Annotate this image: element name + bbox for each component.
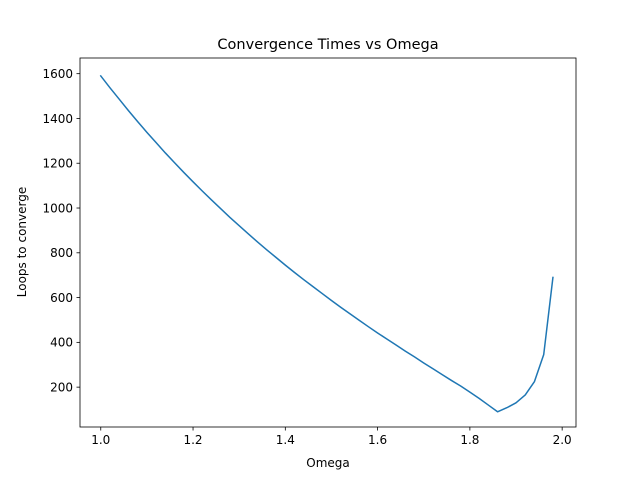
x-tick-label: 2.0 bbox=[553, 433, 572, 447]
y-tick-label: 1200 bbox=[42, 157, 73, 171]
x-axis-ticks: 1.0 1.2 1.4 1.6 1.8 2.0 bbox=[91, 427, 572, 447]
y-tick-label: 200 bbox=[50, 380, 73, 394]
x-tick-label: 1.6 bbox=[368, 433, 387, 447]
series-layer bbox=[99, 74, 554, 413]
y-axis-label: Loops to converge bbox=[15, 187, 29, 297]
x-axis-label: Omega bbox=[306, 456, 350, 470]
x-tick-label: 1.2 bbox=[183, 433, 202, 447]
plot-area bbox=[80, 58, 576, 427]
x-tick-label: 1.4 bbox=[276, 433, 295, 447]
y-tick-label: 1600 bbox=[42, 67, 73, 81]
y-tick-label: 400 bbox=[50, 336, 73, 350]
y-axis-ticks: 200 400 600 800 1000 1200 1400 1600 bbox=[42, 67, 80, 394]
x-tick-label: 1.8 bbox=[460, 433, 479, 447]
x-tick-label: 1.0 bbox=[91, 433, 110, 447]
series-line bbox=[99, 74, 554, 413]
y-tick-label: 1400 bbox=[42, 112, 73, 126]
y-tick-label: 800 bbox=[50, 246, 73, 260]
chart-title: Convergence Times vs Omega bbox=[217, 37, 438, 53]
y-tick-label: 600 bbox=[50, 291, 73, 305]
plot-frame bbox=[79, 57, 577, 428]
y-tick-label: 1000 bbox=[42, 201, 73, 215]
